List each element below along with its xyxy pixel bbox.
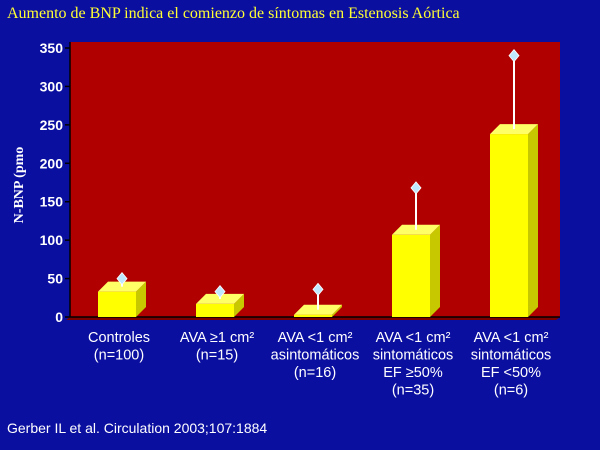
category-label-line: (n=35) [392,383,434,399]
category-label-line: (n=6) [494,383,528,399]
y-tick-label: 200 [40,155,64,171]
y-tick-label: 50 [47,271,63,287]
category-label-line: AVA ≥1 cm² [180,330,254,346]
category-label: Controles (n=100) [88,330,150,364]
category-label-line: sintomáticos [373,348,454,364]
citation: Gerber IL et al. Circulation 2003;107:18… [7,420,268,436]
y-tick-label: 150 [40,194,64,210]
y-tick-label: 0 [55,309,63,325]
category-label-line: (n=16) [294,365,336,381]
category-label-line: (n=15) [196,348,238,364]
category-label-line: asintomáticos [271,348,360,364]
slide-title: Aumento de BNP indica el comienzo de sín… [7,5,460,22]
category-label-line: EF ≥50% [383,365,443,381]
category-label-line: (n=100) [94,348,144,364]
y-tick-label: 100 [40,232,64,248]
category-label-line: sintomáticos [471,348,552,364]
plot-background [70,42,560,317]
category-label-line: AVA <1 cm² [376,330,451,346]
y-tick-label: 350 [40,40,64,56]
category-label-line: Controles [88,330,150,346]
bar-front [392,234,430,317]
bar [196,285,244,317]
y-axis: 0 50 100 150 200 250 300 350 [40,40,560,325]
bar-front [490,134,528,317]
error-bar-cap [410,181,422,195]
y-axis-label: N-BNP (pmo [12,147,27,224]
y-tick-label: 250 [40,117,64,133]
plot-area [66,42,560,320]
bar [294,282,342,317]
y-tick-label: 300 [40,78,64,94]
error-bar-cap [214,285,226,299]
bar-front [196,303,234,317]
category-label: AVA <1 cm² sintomáticos EF <50% (n=6) [471,330,552,399]
error-bar-cap [508,49,520,63]
category-label: AVA <1 cm² sintomáticos EF ≥50% (n=35) [373,330,454,399]
category-label: AVA ≥1 cm² (n=15) [180,330,254,364]
bars [98,49,538,317]
bar-side [430,224,440,317]
category-labels: Controles (n=100) AVA ≥1 cm² (n=15) AVA <1 c… [88,330,551,399]
category-label-line: AVA <1 cm² [278,330,353,346]
bar [490,49,538,317]
bar-front [294,314,332,317]
bar-side [332,304,342,317]
bar-side [136,281,146,317]
error-bar-cap [116,271,128,286]
bar-side [528,124,538,317]
category-label-line: AVA <1 cm² [474,330,549,346]
bar [98,271,146,317]
error-bar-cap [312,282,324,296]
bar-side [234,293,244,317]
category-label-line: EF <50% [481,365,541,381]
bar-front [98,291,136,317]
bar [392,181,440,317]
category-label: AVA <1 cm² asintomáticos (n=16) [271,330,360,381]
